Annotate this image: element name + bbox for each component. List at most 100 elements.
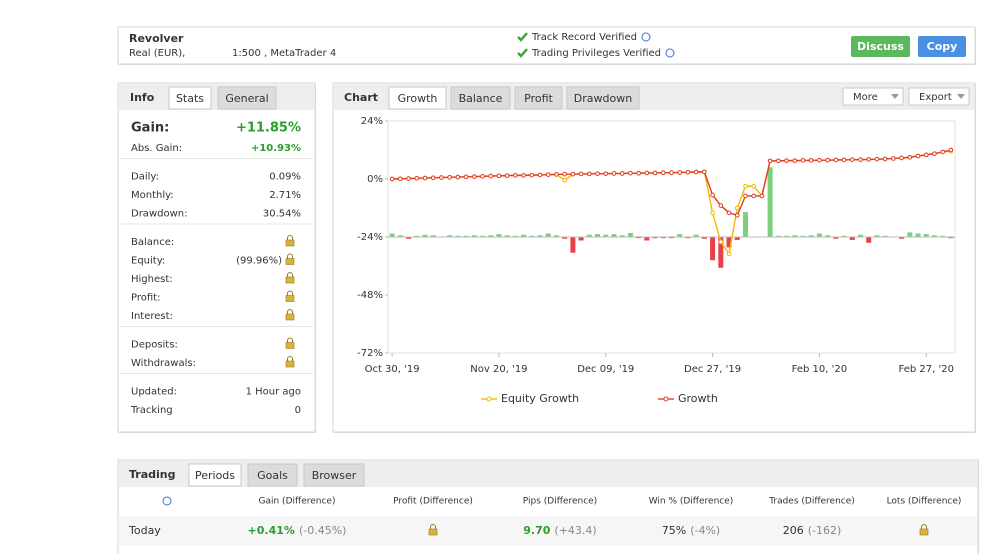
button-label[interactable]: Copy bbox=[927, 40, 958, 53]
y-tick-label: -72% bbox=[357, 348, 383, 359]
help-icon bbox=[665, 48, 675, 58]
stat-value: 1 Hour ago bbox=[246, 387, 301, 398]
bar bbox=[414, 235, 420, 237]
tab-label[interactable]: Goals bbox=[257, 469, 288, 482]
dropdown-label[interactable]: More bbox=[853, 92, 878, 103]
tab[interactable] bbox=[303, 463, 365, 487]
button[interactable] bbox=[918, 36, 966, 57]
point bbox=[463, 174, 469, 180]
bar bbox=[603, 234, 609, 237]
cell-diff: (-0.45%) bbox=[299, 524, 347, 537]
point bbox=[841, 157, 847, 163]
bar bbox=[858, 234, 863, 237]
point bbox=[923, 152, 929, 158]
tab[interactable] bbox=[188, 463, 242, 487]
point bbox=[759, 193, 765, 199]
point bbox=[792, 158, 798, 163]
tab-label[interactable]: Browser bbox=[312, 469, 357, 482]
tab[interactable] bbox=[168, 86, 212, 110]
point bbox=[899, 155, 904, 161]
stat-label: Drawdown: bbox=[131, 209, 187, 220]
cell-value: 206 bbox=[783, 524, 804, 537]
point bbox=[562, 171, 567, 177]
lock-icon bbox=[287, 290, 293, 296]
tab[interactable] bbox=[247, 463, 298, 487]
bar bbox=[923, 234, 929, 237]
tab-label[interactable]: Growth bbox=[398, 92, 438, 105]
stat-value: 0 bbox=[295, 405, 301, 416]
stat-label: Highest: bbox=[131, 274, 173, 285]
lock-icon bbox=[285, 276, 295, 284]
button-label[interactable]: Discuss bbox=[857, 40, 904, 53]
bar bbox=[849, 237, 855, 240]
tab-label[interactable]: Balance bbox=[459, 92, 503, 105]
bar bbox=[882, 235, 888, 237]
tab[interactable] bbox=[450, 86, 511, 110]
verified-label: Trading Privileges Verified bbox=[531, 48, 661, 59]
point bbox=[513, 173, 518, 178]
point bbox=[874, 156, 880, 162]
column-header: Trades (Difference) bbox=[768, 497, 855, 507]
column-header: Gain (Difference) bbox=[259, 497, 336, 507]
tab[interactable] bbox=[566, 86, 640, 110]
stat-label: Updated: bbox=[131, 387, 177, 398]
point bbox=[718, 203, 724, 208]
lock-icon bbox=[285, 295, 295, 302]
bar bbox=[578, 237, 584, 241]
lock-icon bbox=[428, 528, 438, 536]
point bbox=[537, 172, 543, 178]
lock-icon bbox=[921, 524, 927, 529]
stat-value: +10.93% bbox=[251, 143, 301, 154]
point bbox=[932, 151, 937, 156]
stat-value: +11.85% bbox=[236, 121, 301, 136]
stat-label: Deposits: bbox=[131, 340, 178, 351]
point bbox=[578, 171, 584, 177]
point bbox=[554, 172, 559, 177]
bar bbox=[775, 235, 781, 237]
dropdown[interactable] bbox=[842, 87, 904, 106]
point bbox=[496, 173, 502, 179]
point bbox=[439, 175, 444, 180]
dropdown[interactable] bbox=[908, 87, 970, 106]
stat-label: Withdrawals: bbox=[131, 358, 196, 369]
cell-value: 9.70 bbox=[523, 524, 550, 537]
panel bbox=[117, 26, 976, 65]
tab[interactable] bbox=[514, 86, 563, 110]
point bbox=[743, 183, 748, 189]
point bbox=[652, 170, 658, 176]
legend-label: Growth bbox=[678, 392, 718, 405]
lock-icon bbox=[287, 272, 293, 277]
bar bbox=[652, 237, 658, 239]
bar bbox=[447, 235, 453, 237]
dropdown-arrow bbox=[891, 94, 899, 99]
bar bbox=[915, 233, 921, 237]
tab-label[interactable]: General bbox=[225, 92, 268, 105]
account-leverage: 1:500 , MetaTrader 4 bbox=[232, 48, 336, 59]
tab-label[interactable]: Periods bbox=[195, 469, 235, 482]
stat-label: Profit: bbox=[131, 293, 160, 304]
tab[interactable] bbox=[217, 86, 277, 110]
dropdown-label[interactable]: Export bbox=[919, 92, 952, 103]
bar bbox=[693, 234, 699, 237]
bar bbox=[562, 237, 568, 239]
tab-label[interactable]: Stats bbox=[176, 92, 204, 105]
check-icon bbox=[517, 32, 528, 42]
bar bbox=[397, 235, 403, 237]
point bbox=[710, 192, 715, 198]
stat-label: Gain: bbox=[131, 121, 169, 136]
tab-label[interactable]: Drawdown bbox=[574, 92, 632, 105]
button[interactable] bbox=[851, 36, 910, 57]
tab[interactable] bbox=[388, 86, 447, 110]
point bbox=[849, 157, 855, 162]
bar bbox=[685, 237, 691, 239]
x-tick-label: Dec 27, '19 bbox=[684, 364, 741, 375]
legend-swatch bbox=[663, 396, 669, 402]
bar bbox=[553, 235, 559, 237]
bar bbox=[784, 235, 790, 237]
tab-label[interactable]: Profit bbox=[524, 92, 553, 105]
bar bbox=[521, 234, 527, 237]
bar bbox=[800, 235, 806, 237]
point bbox=[751, 193, 756, 199]
bar bbox=[866, 237, 872, 243]
panel bbox=[332, 82, 976, 433]
